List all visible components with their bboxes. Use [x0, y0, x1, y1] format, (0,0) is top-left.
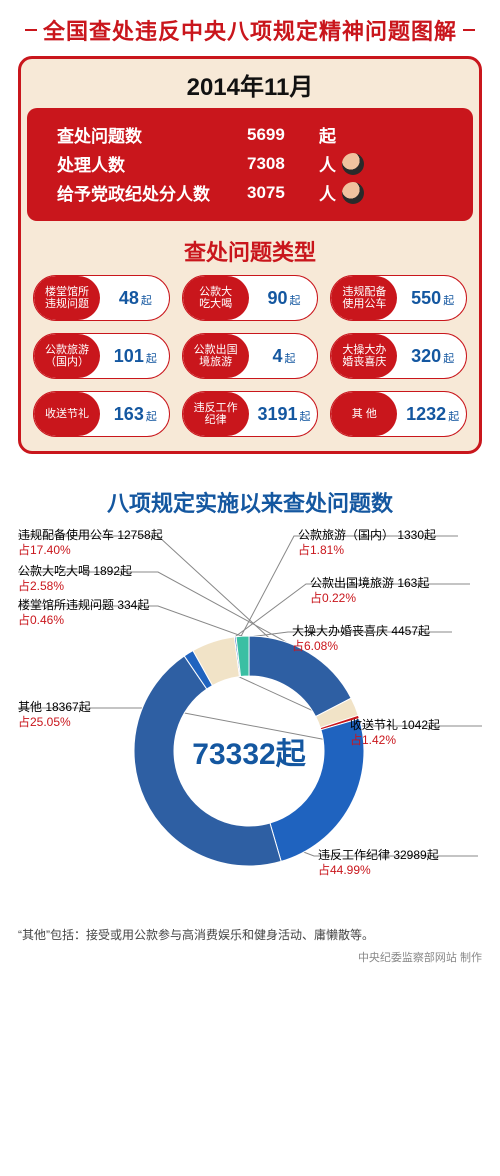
donut-label-outtrip: 公款出国境旅游 163起占0.22% [310, 576, 429, 606]
donut-label-gift: 收送节礼 1042起占1.42% [350, 718, 440, 748]
type-pill: 楼堂馆所违规问题48起 [33, 275, 170, 321]
donut-label-domtrip: 公款旅游（国内） 1330起占1.81% [298, 528, 436, 558]
donut-title: 八项规定实施以来查处问题数 [18, 486, 482, 518]
type-pill: 公款出国境旅游4起 [182, 333, 319, 379]
donut-label-wed: 大操大办婚丧喜庆 4457起占6.08% [292, 624, 430, 654]
page-title: 全国查处违反中央八项规定精神问题图解 [43, 14, 457, 46]
header-rule-left [25, 29, 37, 31]
pill-value: 3191起 [249, 404, 318, 425]
pill-value: 163起 [100, 404, 169, 425]
summary-row: 查处问题数 5699 起 [57, 122, 443, 147]
summary-unit: 人 [319, 151, 336, 176]
summary-label: 查处问题数 [57, 122, 247, 147]
pill-name: 违规配备使用公车 [331, 276, 397, 320]
summary-value: 5699 [247, 125, 317, 145]
donut-block: 73332起 违规配备使用公车 12758起占17.40%公款大吃大喝 1892… [18, 528, 482, 918]
page-header: 全国查处违反中央八项规定精神问题图解 [0, 0, 500, 56]
donut-section: 八项规定实施以来查处问题数 73332起 违规配备使用公车 12758起占17.… [0, 474, 500, 918]
type-pill: 违反工作纪律3191起 [182, 391, 319, 437]
pill-name: 收送节礼 [34, 392, 100, 436]
type-pill: 大操大办婚丧喜庆320起 [330, 333, 467, 379]
footnote: “其他”包括：接受或用公款参与高消费娱乐和健身活动、庸懒散等。 [0, 918, 500, 947]
summary-label: 处理人数 [57, 151, 247, 176]
pill-name: 其 他 [331, 392, 397, 436]
person-icon [342, 182, 364, 204]
pill-value: 101起 [100, 346, 169, 367]
summary-red-block: 查处问题数 5699 起 处理人数 7308 人 给予党政纪处分人数 3075 … [27, 108, 473, 221]
summary-value: 7308 [247, 154, 317, 174]
summary-row: 处理人数 7308 人 [57, 151, 443, 176]
pill-name: 公款出国境旅游 [183, 334, 249, 378]
summary-unit: 起 [319, 122, 336, 147]
type-pill: 收送节礼163起 [33, 391, 170, 437]
donut-label-other: 其他 18367起占25.05% [18, 700, 91, 730]
summary-row: 给予党政纪处分人数 3075 人 [57, 180, 443, 205]
summary-card: 2014年11月 查处问题数 5699 起 处理人数 7308 人 给予党政纪处… [18, 56, 482, 454]
donut-chart [134, 636, 364, 866]
type-pill: 违规配备使用公车550起 [330, 275, 467, 321]
donut-label-eat: 公款大吃大喝 1892起占2.58% [18, 564, 132, 594]
pill-name: 大操大办婚丧喜庆 [331, 334, 397, 378]
pill-value: 1232起 [397, 404, 466, 425]
date-title: 2014年11月 [21, 59, 479, 108]
pill-name: 楼堂馆所违规问题 [34, 276, 100, 320]
pill-value: 4起 [249, 346, 318, 367]
summary-unit: 人 [319, 180, 336, 205]
pill-value: 48起 [100, 288, 169, 309]
types-grid: 楼堂馆所违规问题48起公款大吃大喝90起违规配备使用公车550起公款旅游（国内）… [21, 275, 479, 451]
pill-name: 公款大吃大喝 [183, 276, 249, 320]
donut-label-work: 违反工作纪律 32989起占44.99% [318, 848, 439, 878]
header-rule-right [463, 29, 475, 31]
donut-label-cars: 违规配备使用公车 12758起占17.40% [18, 528, 163, 558]
pill-name: 公款旅游（国内） [34, 334, 100, 378]
summary-label: 给予党政纪处分人数 [57, 180, 247, 205]
person-icon [342, 153, 364, 175]
credit: 中央纪委监察部网站 制作 [0, 947, 500, 979]
summary-value: 3075 [247, 183, 317, 203]
pill-value: 550起 [397, 288, 466, 309]
pill-value: 90起 [249, 288, 318, 309]
type-pill: 公款旅游（国内）101起 [33, 333, 170, 379]
pill-name: 违反工作纪律 [183, 392, 249, 436]
type-pill: 其 他1232起 [330, 391, 467, 437]
types-title: 查处问题类型 [21, 227, 479, 275]
page: 全国查处违反中央八项规定精神问题图解 2014年11月 查处问题数 5699 起… [0, 0, 500, 979]
donut-label-bldg: 楼堂馆所违规问题 334起占0.46% [18, 598, 149, 628]
pill-value: 320起 [397, 346, 466, 367]
type-pill: 公款大吃大喝90起 [182, 275, 319, 321]
